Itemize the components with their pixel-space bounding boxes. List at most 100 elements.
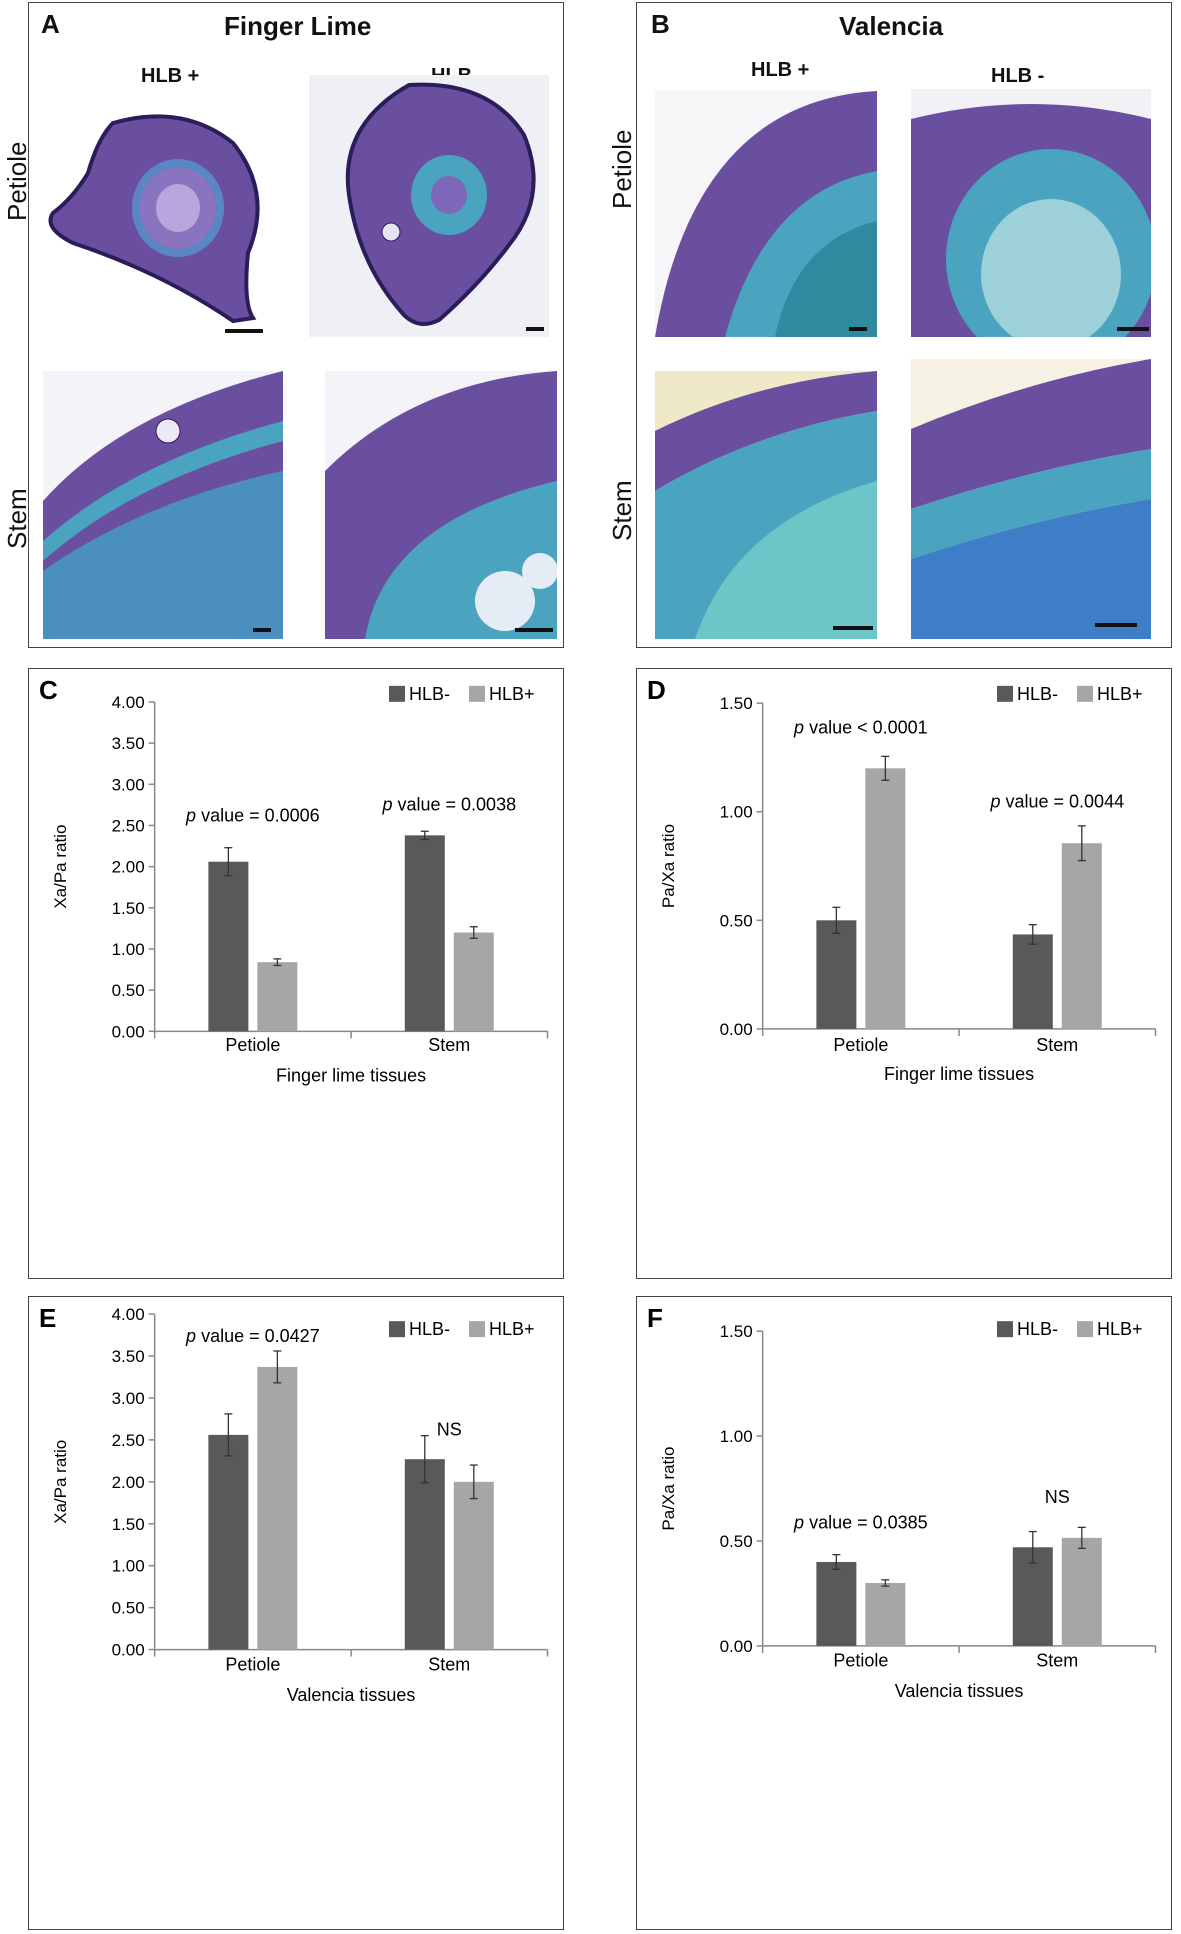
panel-label: C xyxy=(39,675,58,705)
micrograph-fl-stem-hlb-plus xyxy=(43,371,283,639)
y-tick-label: 4.00 xyxy=(112,693,145,712)
annotation: NS xyxy=(1045,1487,1070,1507)
chart-e: E 0.00 0.50 1.00 1.50 2.00 2.50 3.00 3.50 4.00 Pet… xyxy=(39,1303,549,1705)
scale-bar xyxy=(526,327,544,331)
y-tick-label: 2.00 xyxy=(112,858,145,877)
scale-bar xyxy=(515,628,553,632)
panel-a-label: A xyxy=(41,9,60,39)
annotation-text: value = 0.0385 xyxy=(804,1512,928,1532)
y-tick-label: 3.50 xyxy=(112,1347,145,1366)
legend-label-hlb-minus: HLB- xyxy=(409,684,450,704)
panel-b-col1-label: HLB + xyxy=(751,59,810,81)
y-tick-label: 1.50 xyxy=(112,1515,145,1534)
panel-a: A Finger Lime HLB + HLB - Petiole Stem xyxy=(2,2,564,648)
panel-b: B Valencia HLB + HLB - Petiole Stem xyxy=(607,2,1172,648)
annotation: p value = 0.0006 xyxy=(185,805,320,825)
annotation: NS xyxy=(437,1420,462,1440)
y-tick-label: 1.50 xyxy=(112,899,145,918)
y-tick-label: 4.00 xyxy=(112,1305,145,1324)
scale-bar xyxy=(1117,327,1149,331)
legend-swatch-hlb-minus xyxy=(997,1321,1013,1338)
y-tick-label: 1.00 xyxy=(112,1557,145,1576)
y-tick-label: 0.50 xyxy=(112,1599,145,1618)
legend-swatch-hlb-minus xyxy=(389,1321,405,1338)
panel-a-title: Finger Lime xyxy=(224,11,372,41)
panel-label: D xyxy=(647,675,666,705)
x-axis-title: Finger lime tissues xyxy=(884,1064,1034,1084)
y-tick-label: 0.50 xyxy=(720,1532,753,1551)
y-axis-title: Pa/Xa ratio xyxy=(659,824,678,908)
y-tick-label: 0.00 xyxy=(720,1020,753,1039)
y-tick-label: 1.50 xyxy=(720,694,753,713)
y-tick-label: 3.50 xyxy=(112,734,145,753)
annotation-p: p xyxy=(793,1512,804,1532)
chart-f: F 0.00 0.50 1.00 1.50 Petiole Stem Valencia tis… xyxy=(647,1303,1157,1701)
scale-bar xyxy=(225,329,263,333)
legend-swatch-hlb-plus xyxy=(1077,1321,1093,1338)
panel-label: F xyxy=(647,1303,663,1333)
legend-swatch-hlb-plus xyxy=(1077,685,1093,702)
annotation-p: p xyxy=(185,805,196,825)
bar-hlbminus xyxy=(208,861,249,1032)
annotation: p value = 0.0427 xyxy=(185,1326,320,1346)
panel-a-row2-label: Stem xyxy=(2,488,32,549)
legend-label-hlb-plus: HLB+ xyxy=(1097,1319,1143,1339)
legend-swatch-hlb-plus xyxy=(469,1321,485,1338)
annotation: p value = 0.0038 xyxy=(381,795,516,815)
panel-b-row2-label: Stem xyxy=(607,480,637,541)
x-tick-label: Petiole xyxy=(833,1035,888,1055)
panel-a-row1-label: Petiole xyxy=(2,141,32,222)
y-axis-title: Xa/Pa ratio xyxy=(51,1440,70,1524)
annotation-text: value = 0.0006 xyxy=(196,805,320,825)
annotation-p: p xyxy=(381,795,392,815)
y-tick-label: 0.00 xyxy=(112,1022,145,1041)
y-tick-label: 2.50 xyxy=(112,1431,145,1450)
y-tick-label: 1.00 xyxy=(720,803,753,822)
micrograph-val-stem-hlb-minus xyxy=(911,359,1151,639)
x-axis-title: Finger lime tissues xyxy=(276,1065,426,1085)
micrograph-val-petiole-hlb-minus xyxy=(911,89,1151,337)
bar-hlbminus xyxy=(816,920,857,1029)
panel-b-row1-label: Petiole xyxy=(607,129,637,210)
annotation-text: value < 0.0001 xyxy=(804,718,928,738)
legend-swatch-hlb-minus xyxy=(389,685,405,702)
y-tick-label: 0.00 xyxy=(720,1637,753,1656)
y-tick-label: 1.00 xyxy=(112,940,145,959)
chart-c: C 0.00 0.50 1.00 1.50 2.00 2.50 3.00 3.50 4.00 Pet… xyxy=(39,675,549,1085)
y-axis-title: Xa/Pa ratio xyxy=(51,825,70,909)
x-axis-title: Valencia tissues xyxy=(287,1685,416,1705)
legend-swatch-hlb-plus xyxy=(469,685,485,702)
bar-hlbplus xyxy=(453,932,494,1032)
panel-e: E 0.00 0.50 1.00 1.50 2.00 2.50 3.00 3.50 4.00 Pet… xyxy=(28,1296,564,1930)
y-tick-label: 1.50 xyxy=(720,1322,753,1341)
annotation-text: NS xyxy=(437,1420,462,1440)
legend-label-hlb-plus: HLB+ xyxy=(1097,684,1143,704)
micrograph-fl-petiole-hlb-minus xyxy=(309,75,549,337)
y-tick-label: 3.00 xyxy=(112,775,145,794)
panel-a-col1-label: HLB + xyxy=(141,65,200,87)
micrograph-fl-petiole-hlb-plus xyxy=(48,114,260,324)
bar-hlbminus xyxy=(208,1434,249,1650)
bar-hlbminus xyxy=(404,1459,445,1650)
bar-hlbplus xyxy=(257,1366,298,1650)
annotation-p: p xyxy=(989,791,1000,811)
annotation-p: p xyxy=(185,1326,196,1346)
micrograph-val-petiole-hlb-plus xyxy=(655,91,877,337)
annotation-p: p xyxy=(793,718,804,738)
legend-label-hlb-plus: HLB+ xyxy=(489,1319,535,1339)
bar-hlbminus xyxy=(1012,1547,1053,1646)
bar-hlbplus xyxy=(453,1481,494,1650)
bar-hlbminus xyxy=(1012,934,1053,1029)
panel-label: E xyxy=(39,1303,56,1333)
legend-swatch-hlb-minus xyxy=(997,685,1013,702)
y-tick-label: 0.50 xyxy=(112,981,145,1000)
x-tick-label: Stem xyxy=(428,1654,470,1674)
annotation: p value = 0.0385 xyxy=(793,1512,928,1532)
panel-b-title: Valencia xyxy=(839,11,944,41)
panel-c: C 0.00 0.50 1.00 1.50 2.00 2.50 3.00 3.50 4.00 Pet… xyxy=(28,668,564,1279)
y-tick-label: 3.00 xyxy=(112,1389,145,1408)
x-tick-label: Petiole xyxy=(225,1035,280,1055)
x-tick-label: Stem xyxy=(1036,1651,1078,1671)
micrograph-val-stem-hlb-plus xyxy=(655,371,877,639)
annotation-text: value = 0.0044 xyxy=(1000,791,1124,811)
